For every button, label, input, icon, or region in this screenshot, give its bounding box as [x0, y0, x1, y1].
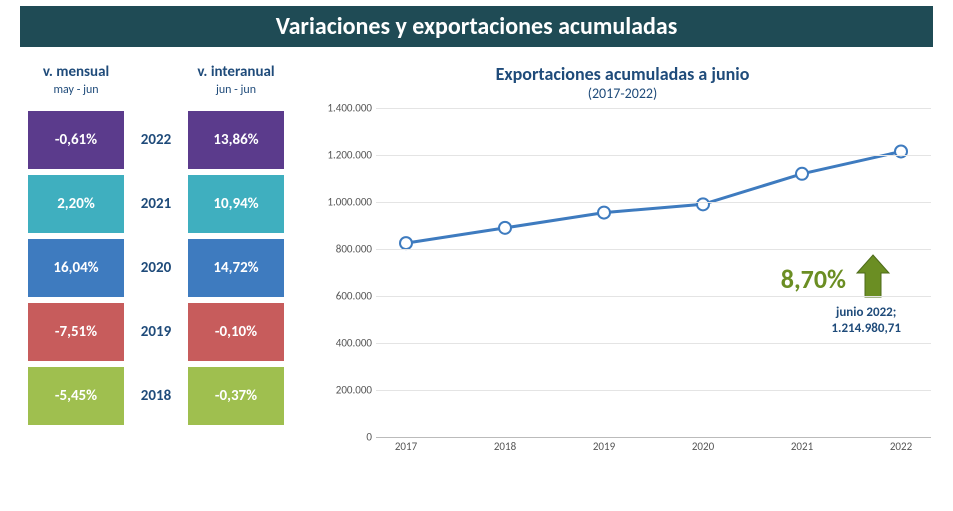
interanual-cell-2021: 10,94% — [188, 175, 284, 233]
gridline — [376, 390, 931, 391]
chart-marker — [796, 168, 808, 180]
chart-marker — [499, 222, 511, 234]
year-label-2022: 2022 — [124, 111, 188, 169]
col-years: . . 20222021202020192018 — [124, 65, 188, 431]
callout-percentage: 8,70% — [781, 263, 846, 295]
y-axis-labels: 0200.000400.000600.000800.0001.000.0001.… — [314, 108, 376, 438]
x-tick-label: 2017 — [395, 440, 417, 453]
col-mensual-header: v. mensual — [43, 65, 109, 81]
y-tick-label: 1.000.000 — [327, 196, 372, 209]
callout-line2: 1.214.980,71 — [831, 321, 901, 336]
content-row: v. mensual may - jun -0,61% 2,20% 16,04% -7… — [10, 61, 943, 458]
chart-marker — [697, 198, 709, 210]
x-tick-label: 2018 — [494, 440, 516, 453]
year-label-2021: 2021 — [124, 175, 188, 233]
col-interanual: v. interanual jun - jun 13,86% 10,94% 14,7… — [188, 65, 284, 431]
gridline — [376, 343, 931, 344]
chart-line — [406, 152, 901, 244]
chart-marker — [598, 207, 610, 219]
title-bar: Variaciones y exportaciones acumuladas — [20, 6, 933, 47]
chart-container: Exportaciones acumuladas a junio (2017-2… — [314, 61, 931, 458]
gridline — [376, 202, 931, 203]
interanual-cell-2019: -0,10% — [188, 303, 284, 361]
col-interanual-sub: jun - jun — [216, 83, 256, 97]
y-tick-label: 1.400.000 — [327, 102, 372, 115]
page-root: Variaciones y exportaciones acumuladas v… — [0, 0, 953, 511]
y-tick-label: 800.000 — [336, 243, 372, 256]
col-mensual-sub: may - jun — [53, 83, 98, 97]
chart-area: 0 200.000 400.000 600.000 800.000 1.000.000 1.… — [314, 108, 931, 458]
col-mensual: v. mensual may - jun -0,61% 2,20% 16,04% -7… — [28, 65, 124, 431]
x-tick-label: 2019 — [593, 440, 615, 453]
arrow-svg — [855, 253, 891, 299]
x-tick-label: 2021 — [791, 440, 813, 453]
year-label-2020: 2020 — [124, 239, 188, 297]
callout-line1: junio 2022; — [836, 305, 896, 320]
y-tick-label: 200.000 — [336, 384, 372, 397]
y-tick-label: 1.200.000 — [327, 149, 372, 162]
x-tick-label: 2022 — [890, 440, 912, 453]
interanual-cell-2022: 13,86% — [188, 111, 284, 169]
mensual-cell-2020: 16,04% — [28, 239, 124, 297]
chart-marker — [400, 237, 412, 249]
mensual-cell-2021: 2,20% — [28, 175, 124, 233]
gridline — [376, 296, 931, 297]
y-tick-label: 600.000 — [336, 290, 372, 303]
x-tick-label: 2020 — [692, 440, 714, 453]
mensual-cell-2018: -5,45% — [28, 367, 124, 425]
callout-detail: junio 2022; 1.214.980,71 — [831, 305, 901, 336]
variation-tables: v. mensual may - jun -0,61% 2,20% 16,04% -7… — [28, 65, 284, 431]
col-interanual-header: v. interanual — [197, 65, 274, 81]
mensual-cell-2019: -7,51% — [28, 303, 124, 361]
interanual-cell-2018: -0,37% — [188, 367, 284, 425]
gridline — [376, 155, 931, 156]
y-tick-label: 0 — [366, 431, 372, 444]
chart-subtitle: (2017-2022) — [314, 85, 931, 102]
year-label-2018: 2018 — [124, 367, 188, 425]
y-tick-label: 400.000 — [336, 337, 372, 350]
x-axis-labels: 2017 2018 2019 2020 2021 2022 — [376, 438, 931, 458]
gridline — [376, 249, 931, 250]
mensual-cell-2022: -0,61% — [28, 111, 124, 169]
year-label-2019: 2019 — [124, 303, 188, 361]
plot-area: 8,70% junio 2022; 1.214.980,71 — [376, 108, 931, 438]
gridline — [376, 108, 931, 109]
line-chart — [376, 108, 931, 437]
interanual-cell-2020: 14,72% — [188, 239, 284, 297]
chart-title: Exportaciones acumuladas a junio — [314, 63, 931, 85]
